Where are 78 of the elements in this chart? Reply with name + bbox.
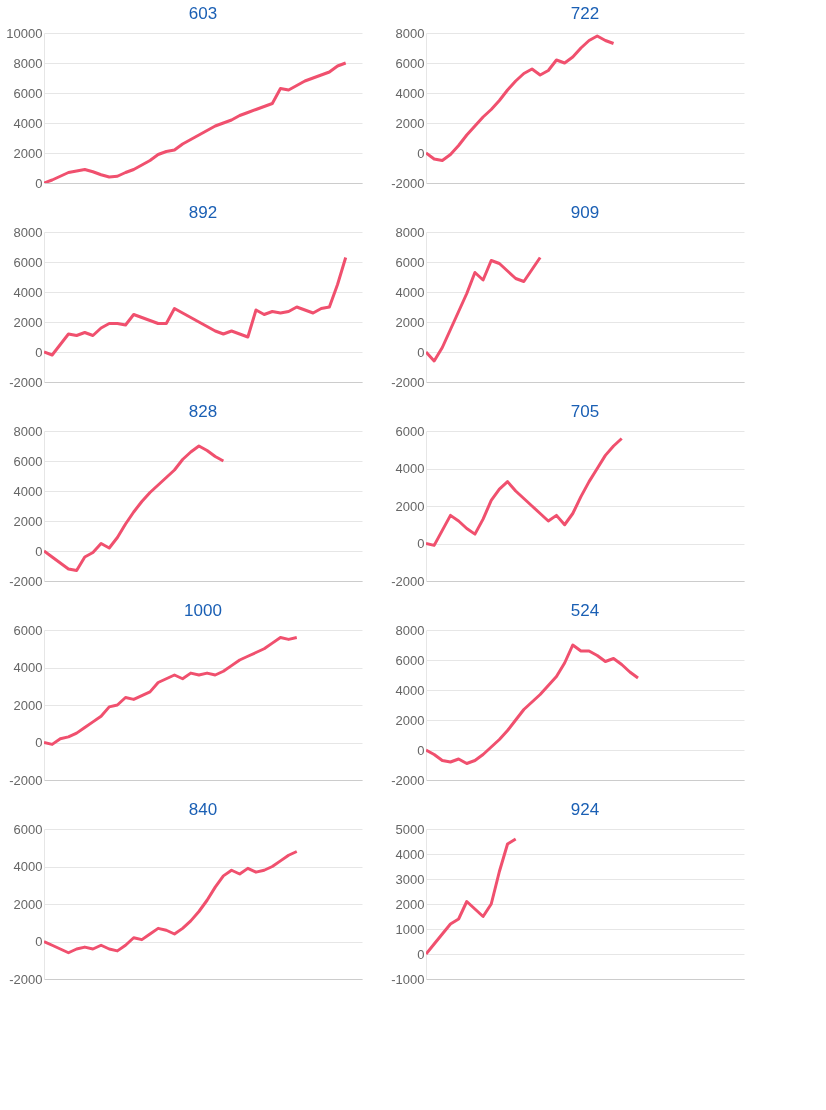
y-tick-label: 0 — [35, 934, 43, 949]
y-tick-label: 6000 — [395, 652, 425, 668]
y-tick-label: 6000 — [13, 622, 43, 638]
y-tick-label: 4000 — [395, 682, 425, 698]
line-series — [426, 837, 518, 956]
chart-title: 840 — [188, 800, 218, 819]
line-series — [426, 256, 542, 363]
y-tick-label: 2000 — [395, 115, 425, 131]
line-series — [426, 34, 616, 162]
y-tick-label: 1000 — [395, 921, 425, 937]
y-tick-label: -1000 — [391, 971, 425, 987]
line-series — [44, 444, 225, 572]
y-tick-label: 6000 — [13, 821, 43, 837]
y-tick-label: 2000 — [395, 712, 425, 728]
line-series — [44, 61, 348, 183]
y-tick-label: -2000 — [9, 374, 43, 390]
y-tick-label: 0 — [417, 946, 425, 962]
chart-title: 909 — [570, 203, 600, 222]
y-tick-label: -2000 — [391, 573, 425, 589]
y-tick-label: 8000 — [13, 224, 43, 240]
y-tick-label: -2000 — [9, 971, 43, 987]
chart-title: 924 — [570, 800, 600, 819]
y-tick-label: 3000 — [395, 871, 425, 887]
y-tick-label: -2000 — [9, 573, 43, 589]
y-tick-label: 8000 — [395, 25, 425, 41]
chart-title: 828 — [188, 402, 218, 421]
y-tick-label: 0 — [417, 536, 425, 551]
y-tick-label: 6000 — [13, 254, 43, 270]
y-tick-label: 6000 — [395, 254, 425, 270]
y-tick-label: 8000 — [395, 622, 425, 638]
y-tick-label: 2000 — [13, 314, 43, 330]
y-tick-label: 2000 — [13, 145, 43, 161]
y-tick-label: 4000 — [395, 85, 425, 101]
y-tick-label: 0 — [35, 735, 43, 750]
chart-title: 705 — [570, 402, 600, 421]
y-tick-label: 6000 — [13, 453, 43, 469]
y-tick-label: 0 — [35, 543, 43, 559]
y-tick-label: 8000 — [395, 224, 425, 240]
y-tick-label: 2000 — [13, 513, 43, 529]
chart-title: 603 — [188, 4, 218, 23]
y-tick-label: 10000 — [6, 25, 43, 41]
y-tick-label: 8000 — [13, 55, 43, 71]
chart-title: 892 — [188, 203, 218, 222]
y-tick-label: -2000 — [391, 772, 425, 788]
y-tick-label: 4000 — [13, 115, 43, 131]
chart-title: 1000 — [184, 601, 222, 620]
y-tick-label: 0 — [417, 145, 425, 161]
y-tick-label: 4000 — [395, 284, 425, 300]
y-tick-label: 0 — [35, 344, 43, 360]
y-tick-label: 2000 — [395, 314, 425, 330]
y-tick-label: 5000 — [395, 821, 425, 837]
y-tick-label: 4000 — [395, 461, 425, 476]
chart-title: 524 — [570, 601, 600, 620]
line-series — [426, 437, 624, 547]
y-tick-label: 4000 — [13, 483, 43, 499]
y-tick-label: 4000 — [13, 660, 43, 675]
y-tick-label: 0 — [417, 742, 425, 758]
y-tick-label: 4000 — [395, 846, 425, 862]
line-series — [44, 636, 299, 746]
y-tick-label: -2000 — [9, 772, 43, 788]
y-tick-label: 2000 — [13, 896, 43, 912]
y-tick-label: 6000 — [13, 85, 43, 101]
y-tick-label: 0 — [35, 175, 43, 191]
line-series — [44, 256, 348, 357]
chart-title: 722 — [570, 4, 600, 23]
y-tick-label: 6000 — [395, 423, 425, 439]
y-tick-label: -2000 — [391, 374, 425, 390]
y-tick-label: 4000 — [13, 284, 43, 300]
y-tick-label: 4000 — [13, 859, 43, 874]
y-tick-label: 2000 — [395, 896, 425, 912]
y-tick-label: 8000 — [13, 423, 43, 439]
y-tick-label: 2000 — [13, 697, 43, 713]
y-tick-label: 0 — [417, 344, 425, 360]
y-tick-label: 6000 — [395, 55, 425, 71]
line-series — [426, 643, 640, 765]
line-series — [44, 850, 299, 955]
y-tick-label: 2000 — [395, 498, 425, 514]
y-tick-label: -2000 — [391, 175, 425, 191]
